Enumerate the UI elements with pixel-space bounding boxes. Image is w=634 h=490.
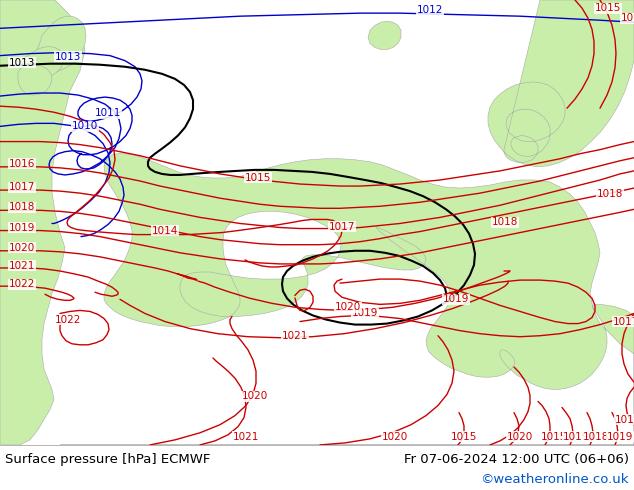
Text: 1018: 1018 (9, 202, 36, 212)
Text: 1019: 1019 (352, 309, 378, 318)
Polygon shape (368, 21, 401, 49)
Text: 1018: 1018 (583, 432, 609, 442)
Text: 1014: 1014 (152, 225, 178, 236)
Text: 1012: 1012 (417, 5, 443, 15)
Polygon shape (60, 154, 634, 445)
Text: ©weatheronline.co.uk: ©weatheronline.co.uk (481, 473, 629, 487)
Text: 1018: 1018 (615, 415, 634, 425)
Text: 1022: 1022 (55, 315, 81, 324)
Text: 1020: 1020 (382, 432, 408, 442)
Text: 1022: 1022 (9, 279, 36, 289)
Text: Fr 07-06-2024 12:00 UTC (06+06): Fr 07-06-2024 12:00 UTC (06+06) (404, 453, 629, 466)
Text: 1013: 1013 (55, 51, 81, 62)
Text: 1010: 1010 (72, 122, 98, 131)
Text: 1018: 1018 (492, 218, 518, 227)
Text: 1016: 1016 (9, 159, 36, 169)
Text: 1021: 1021 (233, 432, 259, 442)
Text: 1011: 1011 (95, 108, 121, 118)
Text: 1016: 1016 (621, 13, 634, 23)
Polygon shape (18, 65, 52, 95)
Polygon shape (35, 16, 86, 73)
Text: 1015: 1015 (541, 432, 567, 442)
Text: 1020: 1020 (335, 302, 361, 313)
Text: 1019: 1019 (563, 432, 589, 442)
Text: 1017: 1017 (329, 221, 355, 231)
Text: 1020: 1020 (9, 243, 35, 253)
Text: 1015: 1015 (245, 173, 271, 183)
Text: 1020: 1020 (242, 392, 268, 401)
Text: 1015: 1015 (451, 432, 477, 442)
Text: 1018: 1018 (597, 189, 623, 199)
Text: 1020: 1020 (507, 432, 533, 442)
Text: 1019: 1019 (443, 294, 469, 304)
Text: 1021: 1021 (9, 261, 36, 271)
Text: 1017: 1017 (9, 182, 36, 192)
Text: 1019: 1019 (607, 432, 633, 442)
Polygon shape (488, 0, 634, 167)
Text: 1015: 1015 (595, 3, 621, 13)
Text: 1021: 1021 (281, 331, 308, 341)
Text: 1019: 1019 (9, 222, 36, 233)
Text: 1013: 1013 (9, 58, 36, 68)
Polygon shape (22, 47, 63, 79)
Text: 1017: 1017 (613, 317, 634, 326)
Polygon shape (0, 0, 85, 445)
Text: Surface pressure [hPa] ECMWF: Surface pressure [hPa] ECMWF (5, 453, 210, 466)
